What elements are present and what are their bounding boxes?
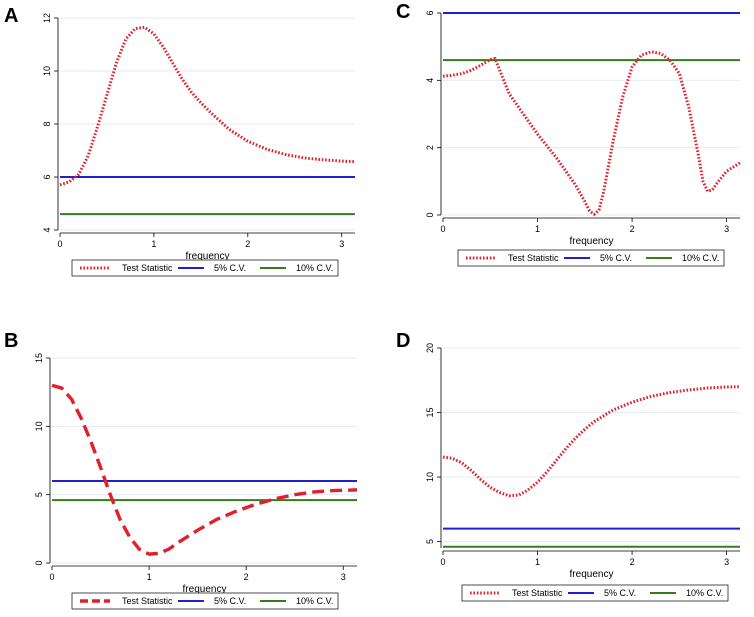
y-tick-label: 5 xyxy=(425,539,435,544)
x-tick-label: 1 xyxy=(535,224,540,234)
legend-box xyxy=(461,584,729,602)
panel-b: B 0 5 10 15 0 1 2 3 frequency Test Statistic 5% C.V… xyxy=(4,330,358,610)
legend: Test Statistic 5% C.V. 10% C.V. xyxy=(461,584,729,602)
y-tick-label: 15 xyxy=(34,353,44,363)
x-tick-label: 2 xyxy=(630,557,635,567)
series-line-test-statistic xyxy=(442,50,741,216)
x-tick-label: 0 xyxy=(49,572,54,582)
panel-letter: A xyxy=(4,5,18,27)
y-tick-label: 2 xyxy=(425,145,435,150)
legend: Test Statistic 5% C.V. 10% C.V. xyxy=(71,592,339,610)
panel-d: D 5 10 15 20 0 1 2 3 frequency Test Statistic 5% C.… xyxy=(396,330,741,602)
y-tick-label: 6 xyxy=(42,174,52,179)
x-tick-label: 1 xyxy=(151,239,156,249)
legend-box xyxy=(71,259,339,277)
x-axis-label: frequency xyxy=(570,569,614,580)
legend-label: 5% C.V. xyxy=(214,263,246,273)
x-tick-label: 0 xyxy=(57,239,62,249)
x-tick-label: 2 xyxy=(630,224,635,234)
legend-label: 10% C.V. xyxy=(686,588,723,598)
y-tick-label: 0 xyxy=(425,212,435,217)
panel-letter: C xyxy=(396,1,410,23)
y-tick-label: 6 xyxy=(425,10,435,15)
x-tick-label: 3 xyxy=(339,239,344,249)
series-line-test-statistic xyxy=(59,25,356,187)
x-axis-label: frequency xyxy=(186,251,230,262)
x-tick-label: 2 xyxy=(244,572,249,582)
legend-label: 10% C.V. xyxy=(296,263,333,273)
legend-label: Test Statistic xyxy=(122,263,173,273)
legend: Test Statistic 5% C.V. 10% C.V. xyxy=(71,259,339,277)
x-tick-label: 3 xyxy=(341,572,346,582)
y-tick-label: 4 xyxy=(425,78,435,83)
x-axis-label: frequency xyxy=(183,584,227,595)
panel-letter: B xyxy=(4,330,18,352)
legend-label: 5% C.V. xyxy=(600,253,632,263)
y-tick-label: 8 xyxy=(42,121,52,126)
x-tick-label: 1 xyxy=(535,557,540,567)
legend-label: Test Statistic xyxy=(122,596,173,606)
panel-c: C 0 2 4 6 0 1 2 3 frequency Test Statistic 5% C.V. 1… xyxy=(396,1,741,267)
panel-letter: D xyxy=(396,330,410,352)
y-tick-label: 10 xyxy=(42,66,52,76)
y-tick-label: 12 xyxy=(42,13,52,23)
legend-label: Test Statistic xyxy=(512,588,563,598)
legend-label: 10% C.V. xyxy=(296,596,333,606)
y-tick-label: 15 xyxy=(425,408,435,418)
legend-box xyxy=(71,592,339,610)
x-tick-label: 1 xyxy=(147,572,152,582)
series-line-test-statistic xyxy=(442,385,741,498)
y-tick-label: 4 xyxy=(42,227,52,232)
y-tick-label: 20 xyxy=(425,343,435,353)
legend-label: 10% C.V. xyxy=(682,253,719,263)
legend-label: Test Statistic xyxy=(508,253,559,263)
legend-label: 5% C.V. xyxy=(214,596,246,606)
x-tick-label: 2 xyxy=(245,239,250,249)
y-tick-label: 5 xyxy=(34,492,44,497)
x-tick-label: 3 xyxy=(724,224,729,234)
x-tick-label: 3 xyxy=(724,557,729,567)
y-tick-label: 0 xyxy=(34,560,44,565)
series-line-test-statistic xyxy=(51,383,358,556)
y-tick-label: 10 xyxy=(425,472,435,482)
x-tick-label: 0 xyxy=(440,224,445,234)
legend-label: 5% C.V. xyxy=(604,588,636,598)
legend: Test Statistic 5% C.V. 10% C.V. xyxy=(457,249,725,267)
legend-box xyxy=(457,249,725,267)
x-axis-label: frequency xyxy=(570,236,614,247)
y-tick-label: 10 xyxy=(34,421,44,431)
x-tick-label: 0 xyxy=(440,557,445,567)
